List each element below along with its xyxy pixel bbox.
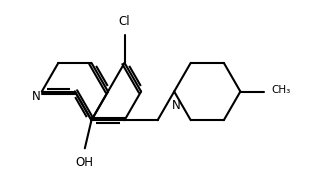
Text: N: N — [172, 99, 180, 112]
Text: Cl: Cl — [119, 15, 130, 28]
Text: OH: OH — [76, 156, 94, 169]
Text: CH₃: CH₃ — [271, 85, 291, 95]
Text: N: N — [32, 90, 41, 103]
